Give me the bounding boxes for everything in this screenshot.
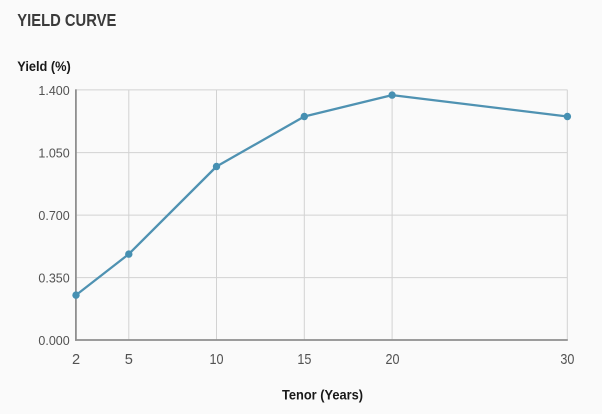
svg-text:5: 5 — [125, 352, 133, 368]
svg-text:Yield (%): Yield (%) — [17, 59, 71, 75]
svg-text:Tenor (Years): Tenor (Years) — [282, 388, 363, 404]
svg-text:30: 30 — [560, 352, 574, 368]
svg-text:15: 15 — [297, 352, 311, 368]
svg-text:0.350: 0.350 — [38, 272, 69, 286]
svg-text:1.050: 1.050 — [38, 147, 69, 161]
svg-text:10: 10 — [210, 352, 224, 368]
svg-text:0.700: 0.700 — [38, 209, 69, 223]
svg-text:2: 2 — [72, 352, 80, 368]
svg-text:1.400: 1.400 — [38, 84, 69, 98]
svg-text:YIELD CURVE: YIELD CURVE — [17, 10, 116, 30]
svg-text:0.000: 0.000 — [38, 334, 69, 348]
svg-text:20: 20 — [386, 352, 400, 368]
